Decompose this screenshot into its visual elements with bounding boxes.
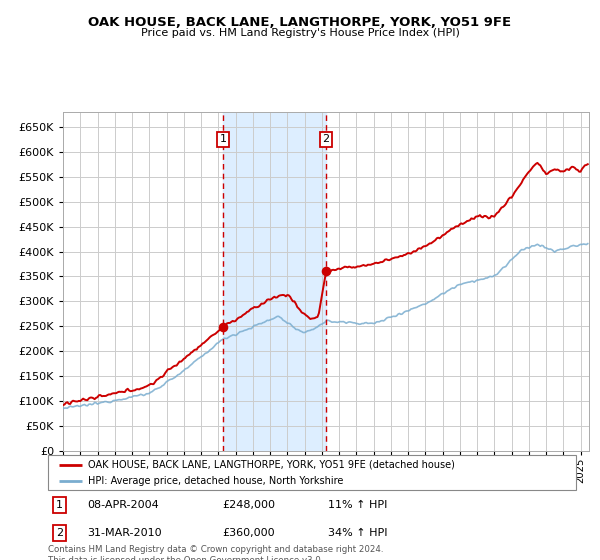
Text: OAK HOUSE, BACK LANE, LANGTHORPE, YORK, YO51 9FE: OAK HOUSE, BACK LANE, LANGTHORPE, YORK, … [88, 16, 512, 29]
Text: £248,000: £248,000 [222, 500, 275, 510]
Text: HPI: Average price, detached house, North Yorkshire: HPI: Average price, detached house, Nort… [88, 477, 343, 486]
Bar [223, 112, 326, 451]
Point [218, 323, 228, 332]
Text: 31-MAR-2010: 31-MAR-2010 [88, 528, 162, 538]
Text: 11% ↑ HPI: 11% ↑ HPI [328, 500, 387, 510]
Text: 34% ↑ HPI: 34% ↑ HPI [328, 528, 388, 538]
Point [322, 267, 331, 276]
Text: 1: 1 [56, 500, 63, 510]
Text: Contains HM Land Registry data © Crown copyright and database right 2024.
This d: Contains HM Land Registry data © Crown c… [48, 545, 383, 560]
Text: 08-APR-2004: 08-APR-2004 [88, 500, 160, 510]
Text: 1: 1 [220, 134, 226, 144]
Text: 2: 2 [323, 134, 329, 144]
FancyBboxPatch shape [48, 455, 576, 490]
Text: OAK HOUSE, BACK LANE, LANGTHORPE, YORK, YO51 9FE (detached house): OAK HOUSE, BACK LANE, LANGTHORPE, YORK, … [88, 460, 454, 470]
Text: Price paid vs. HM Land Registry's House Price Index (HPI): Price paid vs. HM Land Registry's House … [140, 28, 460, 38]
Text: 2: 2 [56, 528, 63, 538]
Text: £360,000: £360,000 [222, 528, 275, 538]
